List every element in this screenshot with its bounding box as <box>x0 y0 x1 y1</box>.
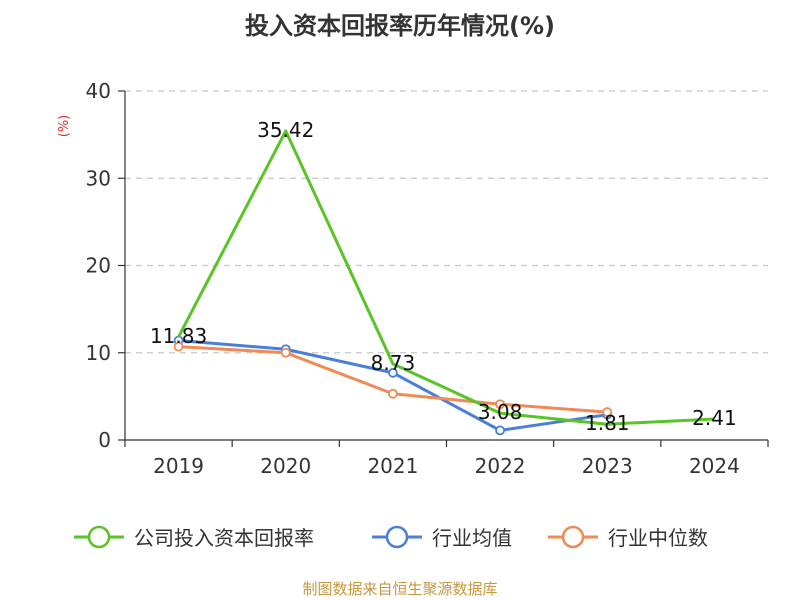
legend[interactable]: 公司投入资本回报率 行业均值 行业中位数 <box>74 525 708 550</box>
axes <box>118 90 769 447</box>
legend-item-2[interactable]: 行业中位数 <box>548 525 708 550</box>
y-tick-label: 0 <box>98 428 111 452</box>
legend-label: 公司投入资本回报率 <box>134 526 314 550</box>
series-point <box>495 425 505 436</box>
x-tick-label: 2021 <box>367 454 418 478</box>
data-label: 35.42 <box>257 118 314 142</box>
data-label: 1.81 <box>585 411 630 435</box>
source-note: 制图数据来自恒生聚源数据库 <box>302 580 497 598</box>
y-tick-label: 10 <box>86 341 111 365</box>
data-label: 3.08 <box>478 400 523 424</box>
legend-label: 行业均值 <box>432 526 512 550</box>
x-tick-label: 2024 <box>689 454 740 478</box>
data-label: 8.73 <box>371 351 416 375</box>
data-label: 11.83 <box>150 324 207 348</box>
legend-item-1[interactable]: 行业均值 <box>372 525 512 550</box>
legend-item-0[interactable]: 公司投入资本回报率 <box>74 525 314 550</box>
series-point <box>602 407 613 417</box>
legend-marker-icon <box>385 525 409 549</box>
chart-title: 投入资本回报率历年情况(%) <box>245 12 555 40</box>
series-point <box>173 341 184 352</box>
data-label: 2.41 <box>692 406 737 430</box>
series-point <box>495 399 505 410</box>
legend-label: 行业中位数 <box>608 526 708 550</box>
x-tick-label: 2022 <box>475 454 526 478</box>
series-point <box>388 388 398 399</box>
legend-marker-icon <box>87 525 111 549</box>
series-group <box>173 129 715 436</box>
x-tick-label: 2020 <box>260 454 311 478</box>
legend-marker-icon <box>561 525 585 549</box>
series-point <box>280 347 291 358</box>
x-tick-label: 2023 <box>582 454 633 478</box>
x-tick-label: 2019 <box>153 454 204 478</box>
data-labels: 11.83 35.42 8.73 3.08 1.81 2.41 <box>150 118 737 435</box>
gridlines <box>125 90 768 354</box>
tick-labels: 0 10 20 30 40 2019 2020 2021 2022 2023 2024 <box>86 79 740 478</box>
y-axis-label: (%) <box>57 115 72 138</box>
y-tick-label: 30 <box>86 166 111 190</box>
series-line-0 <box>177 129 715 426</box>
y-tick-label: 40 <box>86 79 111 103</box>
y-tick-label: 20 <box>86 254 111 278</box>
series-point <box>388 367 398 378</box>
